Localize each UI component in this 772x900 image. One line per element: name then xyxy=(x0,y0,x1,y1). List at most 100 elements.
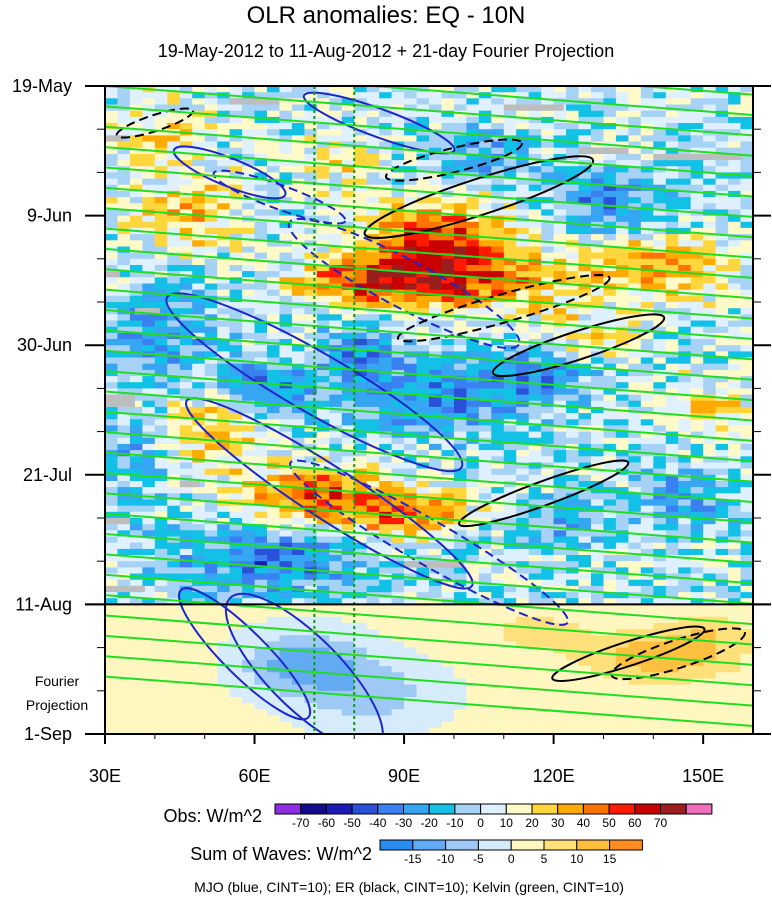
obs-cell xyxy=(366,573,380,581)
wave-cell xyxy=(142,659,156,667)
obs-cell xyxy=(391,240,405,248)
obs-cell xyxy=(740,184,753,192)
obs-cell xyxy=(516,388,530,396)
obs-cell xyxy=(279,443,293,451)
obs-cell xyxy=(291,548,305,556)
obs-cell xyxy=(566,419,580,427)
obs-cell xyxy=(354,345,368,352)
obs-cell xyxy=(728,240,742,248)
obs-cell xyxy=(603,493,617,501)
obs-cell xyxy=(678,530,692,538)
obs-cell xyxy=(279,86,293,93)
obs-cell xyxy=(179,585,193,593)
obs-cell xyxy=(117,376,131,383)
obs-cell xyxy=(316,462,330,470)
obs-cell xyxy=(291,462,305,470)
obs-cell xyxy=(242,104,256,112)
obs-cell xyxy=(404,265,418,272)
obs-cell xyxy=(242,271,256,278)
obs-cell xyxy=(615,332,629,340)
obs-cell xyxy=(242,110,256,118)
obs-cell xyxy=(516,308,530,315)
obs-cell xyxy=(491,166,505,173)
obs-cell xyxy=(453,209,467,217)
obs-cell xyxy=(117,271,131,278)
obs-cell xyxy=(105,499,119,507)
obs-cell xyxy=(105,487,119,494)
obs-cell xyxy=(678,209,692,217)
wave-cell xyxy=(453,647,467,655)
wave-cell xyxy=(429,629,443,636)
obs-cell xyxy=(192,505,206,513)
obs-cell xyxy=(404,123,418,130)
obs-cell xyxy=(354,289,368,297)
obs-cell xyxy=(316,135,330,143)
wave-cell xyxy=(316,666,330,673)
obs-cell xyxy=(279,265,293,272)
wave-cell xyxy=(715,641,729,649)
obs-cell xyxy=(740,530,753,538)
obs-cell xyxy=(653,295,667,303)
wave-cell xyxy=(117,629,131,636)
obs-cell xyxy=(466,209,480,217)
obs-cell xyxy=(453,302,467,309)
obs-cell xyxy=(304,332,318,340)
obs-cell xyxy=(665,579,679,587)
wave-cell xyxy=(117,647,131,655)
obs-cell xyxy=(416,308,430,315)
obs-cell xyxy=(578,240,592,248)
obs-cell xyxy=(129,542,143,550)
obs-cell xyxy=(142,178,156,186)
obs-cell xyxy=(728,178,742,186)
obs-cell xyxy=(242,172,256,180)
obs-cell xyxy=(366,369,380,377)
obs-cell xyxy=(204,221,218,229)
obs-cell xyxy=(429,215,443,223)
obs-cell xyxy=(678,302,692,309)
obs-cell xyxy=(267,536,281,544)
obs-cell xyxy=(628,536,642,544)
obs-cell xyxy=(690,585,704,593)
obs-cell xyxy=(354,141,368,149)
wave-cell xyxy=(404,659,418,667)
wave-cell xyxy=(466,641,480,649)
obs-cell xyxy=(391,530,405,538)
wave-cell xyxy=(441,635,455,643)
obs-cell xyxy=(640,363,654,371)
obs-cell xyxy=(728,524,742,531)
obs-cell xyxy=(379,314,393,322)
obs-cell xyxy=(429,92,443,99)
obs-cell xyxy=(703,456,717,464)
obs-cell xyxy=(379,585,393,593)
obs-cell xyxy=(429,579,443,587)
obs-cell xyxy=(379,271,393,278)
wave-cell xyxy=(379,622,393,630)
obs-cell xyxy=(503,530,517,538)
obs-cell xyxy=(553,184,567,192)
obs-cell xyxy=(453,437,467,445)
obs-cell xyxy=(242,92,256,99)
obs-cell xyxy=(491,104,505,112)
obs-cell xyxy=(117,462,131,470)
obs-cell xyxy=(441,98,455,106)
obs-cell xyxy=(254,388,268,396)
obs-cell xyxy=(516,332,530,340)
obs-cell xyxy=(690,197,704,204)
obs-cell xyxy=(715,555,729,562)
obs-cell xyxy=(528,215,542,223)
obs-cell xyxy=(167,437,181,445)
obs-cell xyxy=(267,524,281,531)
obs-cell xyxy=(491,487,505,494)
obs-cell xyxy=(267,548,281,556)
obs-cell xyxy=(703,573,717,581)
obs-cell xyxy=(167,104,181,112)
obs-cell xyxy=(665,332,679,340)
obs-cell xyxy=(267,110,281,118)
obs-cell xyxy=(603,376,617,383)
obs-cell xyxy=(154,536,168,544)
wave-cell xyxy=(640,629,654,636)
obs-cell xyxy=(690,376,704,383)
obs-cell xyxy=(591,234,605,241)
obs-cell xyxy=(179,431,193,439)
obs-cell xyxy=(142,585,156,593)
